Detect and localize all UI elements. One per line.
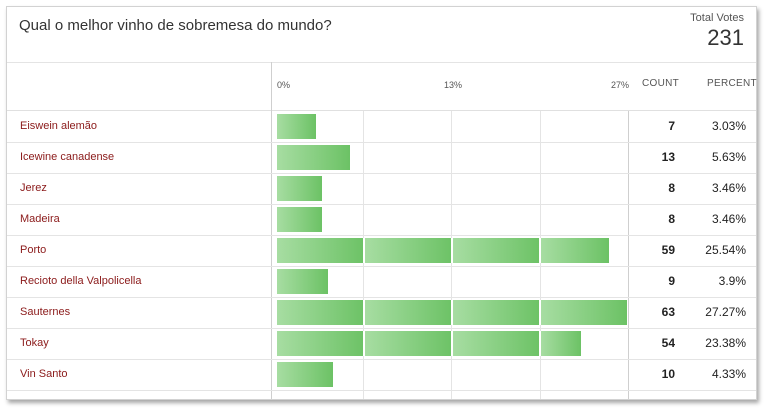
chart-left-axis [271, 62, 272, 399]
option-label: Recioto della Valpolicella [20, 275, 142, 287]
vote-percent: 3.9% [718, 274, 746, 288]
chart-right-border [628, 111, 629, 399]
bar-segment [541, 238, 610, 263]
result-bar [277, 269, 328, 294]
vote-count: 59 [661, 243, 675, 257]
option-label: Madeira [20, 213, 60, 225]
option-label: Tokay [20, 337, 49, 349]
table-row: Recioto della Valpolicella 9 3.9% [7, 266, 756, 298]
poll-results-panel: Qual o melhor vinho de sobremesa do mund… [6, 6, 757, 400]
bar-segment-gap [451, 300, 453, 325]
bar-segment [277, 362, 334, 387]
poll-question: Qual o melhor vinho de sobremesa do mund… [19, 17, 332, 34]
bar-segment [365, 300, 453, 325]
table-row: Porto 59 25.54% [7, 235, 756, 267]
bar-segment-gap [363, 300, 365, 325]
bar-segment [277, 300, 365, 325]
result-bar [277, 176, 322, 201]
bar-segment [277, 238, 365, 263]
bar-segment [453, 300, 541, 325]
vote-count: 54 [661, 336, 675, 350]
bar-segment [277, 176, 322, 201]
bar-segment [277, 145, 351, 170]
bar-segment [541, 300, 627, 325]
total-votes-label: Total Votes [690, 12, 744, 24]
vote-count: 13 [661, 150, 675, 164]
vote-percent: 5.63% [711, 150, 746, 164]
bar-segment-gap [363, 238, 365, 263]
table-row: Madeira 8 3.46% [7, 204, 756, 236]
percent-column-header: PERCENT [707, 78, 757, 89]
vote-count: 8 [668, 212, 675, 226]
option-label: Jerez [20, 182, 47, 194]
scale-label-27: 27% [611, 80, 630, 90]
bar-segment-gap [451, 331, 453, 356]
table-row: Vin Santo 10 4.33% [7, 359, 756, 391]
vote-percent: 4.33% [711, 367, 746, 381]
vote-percent: 25.54% [705, 243, 746, 257]
count-column-header: COUNT [642, 78, 680, 89]
bar-segment [453, 238, 541, 263]
bar-segment-gap [539, 300, 541, 325]
bar-segment-gap [363, 331, 365, 356]
total-votes-value: 231 [707, 25, 744, 50]
result-bar [277, 145, 351, 170]
result-bar [277, 331, 581, 356]
bar-segment-gap [451, 238, 453, 263]
vote-percent: 3.03% [711, 119, 746, 133]
table-row: Icewine canadense 13 5.63% [7, 142, 756, 174]
result-bar [277, 207, 322, 232]
vote-count: 10 [661, 367, 675, 381]
table-row: Jerez 8 3.46% [7, 173, 756, 205]
vote-percent: 27.27% [705, 305, 746, 319]
scale-label-0: 0% [277, 80, 291, 90]
result-bar [277, 300, 627, 325]
table-row: Tokay 54 23.38% [7, 328, 756, 360]
result-bar [277, 238, 610, 263]
header-divider [7, 110, 756, 111]
vote-count: 7 [668, 119, 675, 133]
bar-segment-gap [539, 331, 541, 356]
bar-segment [453, 331, 541, 356]
bar-segment [277, 269, 328, 294]
bar-segment [365, 331, 453, 356]
option-label: Icewine canadense [20, 151, 115, 163]
vote-percent: 3.46% [711, 181, 746, 195]
option-label: Eiswein alemão [20, 120, 98, 132]
vote-percent: 3.46% [711, 212, 746, 226]
scale-label-13: 13% [444, 80, 463, 90]
option-label: Porto [20, 244, 47, 256]
vote-count: 63 [661, 305, 675, 319]
option-label: Sauternes [20, 306, 71, 318]
bar-segment-gap [539, 238, 541, 263]
bar-segment [277, 331, 365, 356]
bar-segment [277, 207, 322, 232]
vote-percent: 23.38% [705, 336, 746, 350]
result-bar [277, 362, 334, 387]
result-bar [277, 114, 317, 139]
bar-segment [277, 114, 317, 139]
table-row: Eiswein alemão 7 3.03% [7, 111, 756, 143]
poll-header: Qual o melhor vinho de sobremesa do mund… [7, 7, 756, 63]
bar-segment [541, 331, 581, 356]
bar-segment [365, 238, 453, 263]
vote-count: 9 [668, 274, 675, 288]
table-row: Sauternes 63 27.27% [7, 297, 756, 329]
vote-count: 8 [668, 181, 675, 195]
option-label: Vin Santo [20, 368, 68, 380]
